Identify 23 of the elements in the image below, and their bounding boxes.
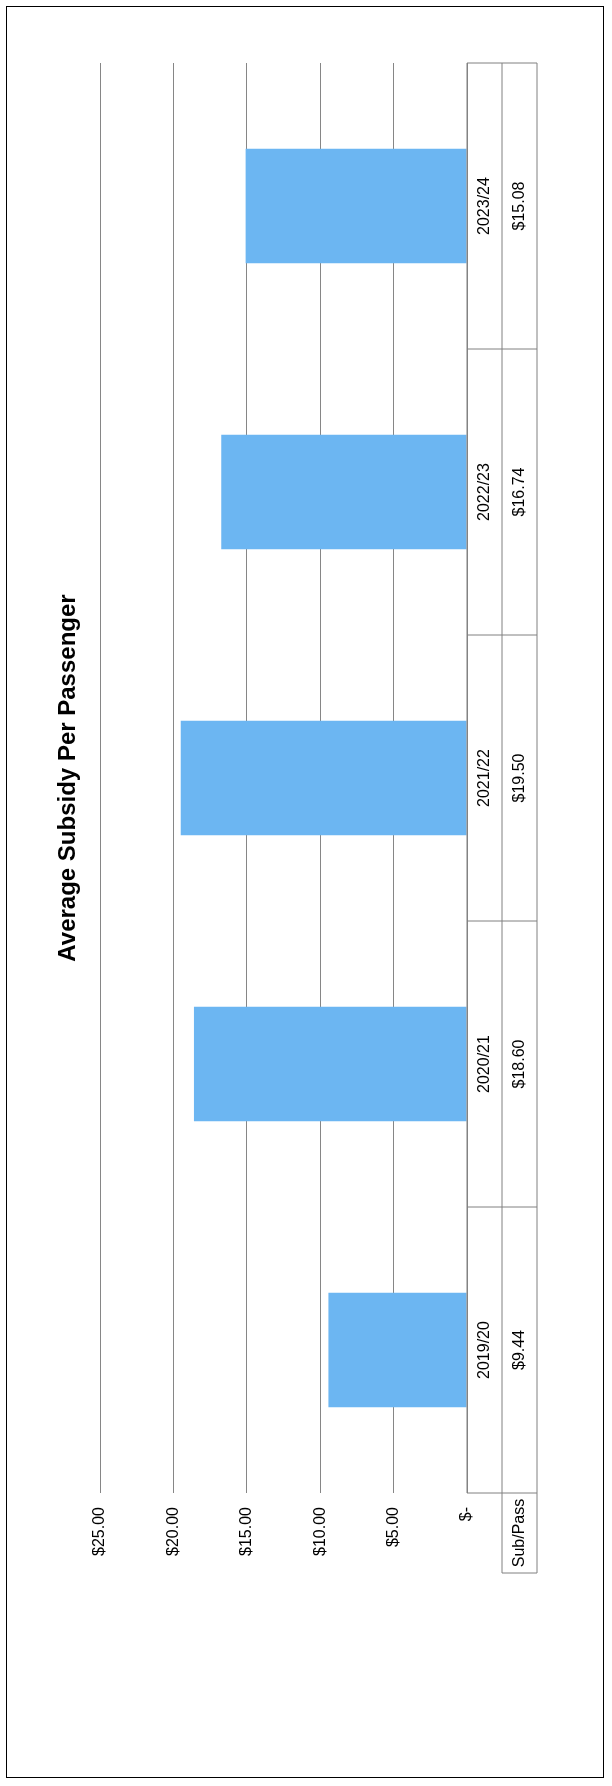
bar xyxy=(180,720,467,836)
y-tick-label: 2022/23 xyxy=(474,462,492,521)
x-tick-label: $- xyxy=(457,1507,475,1522)
y-tick-label: 2021/22 xyxy=(474,748,492,807)
x-tick-label: $10.00 xyxy=(310,1506,328,1556)
y-tick-label: 2020/21 xyxy=(474,1034,492,1093)
data-label: $15.08 xyxy=(509,181,527,231)
data-label: $16.74 xyxy=(509,467,527,517)
data-label: $9.44 xyxy=(509,1329,527,1371)
x-tick-label: $15.00 xyxy=(237,1506,255,1556)
bar xyxy=(328,1292,467,1408)
text: Sub/Pass xyxy=(509,1498,527,1568)
bar xyxy=(221,434,467,550)
data-label: $19.50 xyxy=(509,753,527,803)
x-tick-label: $25.00 xyxy=(90,1506,108,1556)
x-tick-label: $5.00 xyxy=(384,1506,402,1548)
bar xyxy=(245,148,467,264)
x-tick-label: $20.00 xyxy=(163,1506,181,1556)
bar xyxy=(193,1006,467,1122)
data-label: $18.60 xyxy=(509,1039,527,1089)
y-tick-label: 2019/20 xyxy=(474,1320,492,1379)
y-tick-label: 2023/24 xyxy=(474,176,492,235)
text: Average Subsidy Per Passenger xyxy=(52,594,80,962)
